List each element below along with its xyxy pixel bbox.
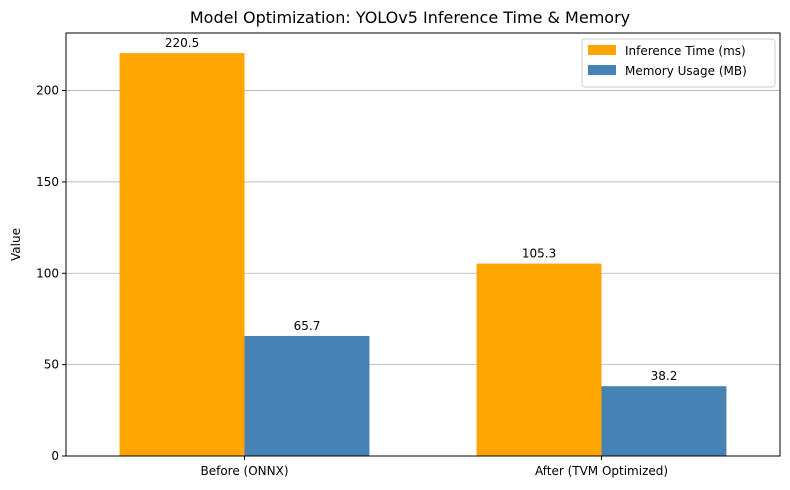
bar-value-label: 65.7: [294, 319, 321, 333]
y-tick-label: 100: [36, 266, 59, 280]
bar-value-label: 105.3: [522, 247, 556, 261]
y-tick-label: 150: [36, 175, 59, 189]
bar: [119, 53, 245, 456]
plot-frame: [65, 32, 781, 457]
x-tick-label: Before (ONNX): [200, 464, 288, 478]
legend-label: Memory Usage (MB): [625, 64, 747, 78]
axes: 0 50 100 150 200 Before (ONNX) After (TVM Opti…: [36, 84, 668, 478]
legend-swatch: [588, 45, 616, 55]
y-axis-label: Value: [9, 228, 23, 261]
legend-swatch: [588, 65, 616, 75]
chart-title: Model Optimization: YOLOv5 Inference Tim…: [190, 8, 630, 27]
legend-box: [581, 38, 776, 88]
y-tick-label: 50: [44, 358, 59, 372]
bars: [119, 53, 727, 456]
x-tick-label: After (TVM Optimized): [535, 464, 668, 478]
bar-value-labels: 220.5 65.7 105.3 38.2: [165, 36, 677, 383]
bar: [244, 335, 370, 456]
bar-value-label: 38.2: [651, 369, 678, 383]
bar: [601, 386, 727, 456]
legend-label: Inference Time (ms): [625, 44, 746, 58]
y-tick-label: 200: [36, 84, 59, 98]
legend: Inference Time (ms) Memory Usage (MB): [581, 38, 776, 88]
bar: [476, 263, 602, 456]
y-tick-label: 0: [51, 449, 59, 463]
bar-value-label: 220.5: [165, 36, 199, 50]
